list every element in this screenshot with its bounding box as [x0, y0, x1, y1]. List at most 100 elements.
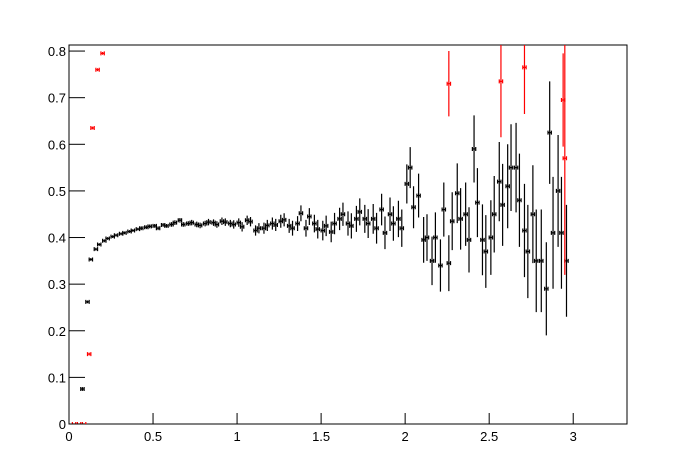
- error-bar: [270, 217, 275, 230]
- error-bar: [281, 213, 287, 227]
- error-bar: [135, 227, 141, 232]
- error-bar: [429, 236, 435, 286]
- error-bar: [261, 222, 267, 234]
- error-bar: [236, 218, 242, 227]
- error-bar: [298, 205, 304, 222]
- error-bar: [231, 220, 236, 229]
- error-bar: [498, 45, 504, 138]
- error-bar: [471, 115, 477, 183]
- error-bar: [278, 214, 284, 228]
- error-bar: [446, 235, 452, 292]
- error-bar: [88, 257, 94, 262]
- y-tick-label: 0.2: [48, 324, 66, 339]
- error-bar: [181, 222, 186, 227]
- error-bar: [265, 219, 270, 232]
- error-bar: [219, 217, 225, 225]
- error-bar: [365, 209, 371, 238]
- error-bar: [488, 200, 494, 275]
- error-bar: [362, 204, 368, 233]
- error-bar: [522, 183, 527, 278]
- error-bar: [340, 202, 346, 226]
- error-bar: [253, 225, 258, 236]
- error-bar: [500, 163, 505, 246]
- error-bar: [374, 212, 379, 244]
- error-bar: [172, 220, 178, 225]
- error-bar: [85, 299, 90, 304]
- error-bar: [337, 207, 342, 231]
- error-bar: [438, 239, 443, 292]
- x-tick-label: 2.5: [480, 429, 498, 444]
- error-bar: [559, 176, 564, 289]
- error-bar: [454, 163, 460, 224]
- error-bar: [555, 134, 561, 247]
- error-bar: [177, 217, 183, 223]
- error-bar: [379, 193, 384, 226]
- error-bar: [194, 221, 200, 228]
- error-bar: [525, 204, 531, 299]
- error-bar: [533, 209, 539, 313]
- plot-area: [71, 45, 569, 424]
- error-bar: [118, 231, 124, 236]
- error-bar: [391, 206, 396, 241]
- error-bar: [446, 51, 452, 117]
- error-bar: [483, 215, 489, 288]
- error-bar: [186, 221, 191, 226]
- error-bar: [122, 230, 127, 235]
- error-bar: [320, 220, 326, 241]
- error-bar: [517, 153, 522, 247]
- error-bar: [466, 207, 472, 273]
- y-tick-label: 0.3: [48, 277, 66, 292]
- error-bar: [508, 124, 514, 211]
- x-tick-label: 1.5: [312, 429, 330, 444]
- error-bar: [421, 217, 426, 263]
- error-bar: [349, 213, 354, 239]
- y-tick-label: 0.6: [48, 137, 66, 152]
- error-bar: [144, 225, 149, 230]
- error-bar: [530, 165, 536, 264]
- y-tick-label: 0: [59, 417, 66, 432]
- error-bar: [256, 223, 262, 234]
- error-bar: [113, 233, 119, 238]
- error-bar: [387, 197, 393, 232]
- error-bar: [105, 236, 110, 241]
- error-bar: [223, 218, 228, 226]
- error-bar: [248, 217, 253, 227]
- error-bar: [539, 209, 544, 313]
- error-bar: [396, 200, 401, 238]
- error-bar: [290, 220, 295, 236]
- error-bar: [522, 45, 527, 114]
- error-bar: [202, 220, 208, 227]
- error-bar: [315, 219, 321, 239]
- x-tick-label: 0: [65, 429, 72, 444]
- error-bar: [147, 224, 152, 229]
- error-bar: [345, 211, 351, 236]
- error-bar: [110, 234, 115, 239]
- error-bar: [189, 219, 194, 226]
- error-bar: [544, 242, 549, 336]
- error-bar: [138, 226, 144, 231]
- x-tick-label: 0.5: [144, 429, 162, 444]
- error-bar: [458, 188, 463, 250]
- error-bar: [496, 141, 502, 222]
- x-tick-label: 2: [402, 429, 409, 444]
- error-bar: [228, 219, 233, 228]
- error-bar: [407, 147, 413, 189]
- error-bar: [404, 164, 410, 204]
- error-bar: [93, 247, 99, 252]
- error-bar: [463, 182, 468, 246]
- error-bar: [95, 67, 100, 72]
- error-bar: [475, 168, 480, 238]
- error-bar: [328, 221, 334, 243]
- error-bar: [370, 203, 376, 234]
- error-bar: [491, 175, 497, 253]
- error-bar: [100, 51, 105, 56]
- error-bar: [152, 223, 157, 228]
- error-bar: [382, 216, 388, 250]
- error-bar: [332, 212, 337, 235]
- y-tick-label: 0.7: [48, 91, 66, 106]
- y-tick-label: 0.5: [48, 184, 66, 199]
- error-bar: [354, 205, 359, 232]
- error-bar: [211, 219, 216, 226]
